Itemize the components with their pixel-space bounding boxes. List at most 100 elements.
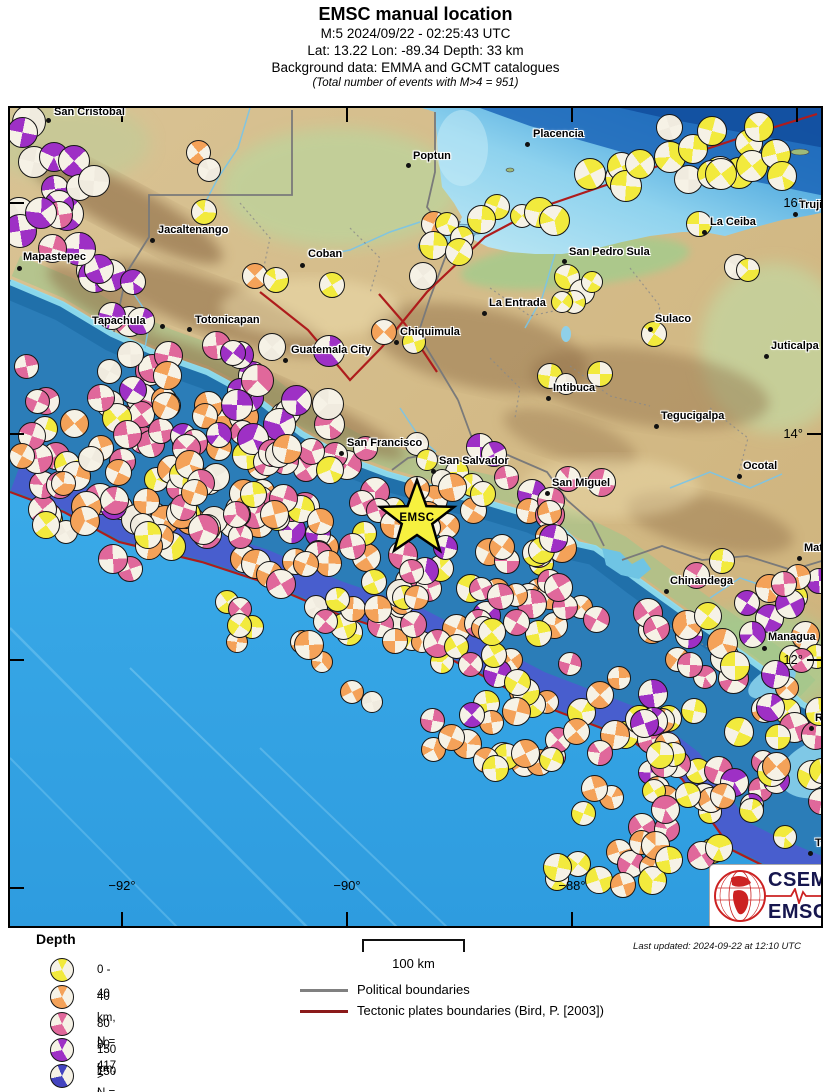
focal-mechanism-ball <box>227 613 253 639</box>
focal-mechanism-ball <box>147 417 174 444</box>
city-label: San Salvador <box>439 455 509 467</box>
city-label: Tar <box>815 837 821 849</box>
city-label: Coban <box>308 248 343 260</box>
focal-mechanism-ball <box>259 499 289 529</box>
focal-mechanism-ball <box>400 611 428 639</box>
focal-mechanism-ball <box>402 330 426 354</box>
focal-mechanism-ball <box>563 717 591 745</box>
focal-mechanism-ball <box>573 158 606 190</box>
focal-mechanism-ball <box>736 258 760 282</box>
city-label: San Cristobal <box>54 106 125 118</box>
city-label: Riv <box>815 712 823 724</box>
city-label: Tegucigalpa <box>661 410 725 422</box>
city-dot <box>654 424 659 429</box>
focal-mechanism-ball <box>494 464 520 490</box>
focal-mechanism-ball <box>119 376 148 405</box>
focal-mechanism-ball <box>682 561 710 589</box>
focal-mechanism-ball <box>557 651 582 676</box>
political-boundary-swatch <box>300 989 348 992</box>
city-dot <box>283 358 288 363</box>
legend-depth-label: 150 - 300 km, N = 49 <box>97 1044 117 1080</box>
focal-mechanism-ball <box>181 478 209 506</box>
focal-mechanism-ball <box>502 608 530 636</box>
logo-text-emsc: EMSC <box>768 901 823 923</box>
city-label: San Pedro Sula <box>569 246 650 258</box>
city-dot <box>406 163 411 168</box>
city-dot <box>187 327 192 332</box>
focal-mechanism-ball <box>709 548 735 574</box>
focal-mechanism-ball <box>686 211 712 237</box>
focal-mechanism-ball <box>675 782 701 809</box>
focal-mechanism-ball <box>542 853 572 882</box>
city-dot <box>737 474 742 479</box>
focal-mechanism-ball <box>83 253 114 284</box>
focal-mechanism-ball <box>263 267 289 293</box>
focal-mechanism-ball <box>641 321 667 347</box>
focal-mechanism-ball <box>363 594 392 623</box>
emsc-logo: CSEM EMSC <box>709 864 823 926</box>
city-label: Chiquimula <box>400 326 460 338</box>
focal-mechanism-ball <box>293 551 320 578</box>
focal-mechanism-ball <box>69 505 100 536</box>
scale-bar-label: 100 km <box>392 956 435 971</box>
focal-mechanism-ball <box>10 442 35 469</box>
focal-mechanism-ball <box>116 341 144 369</box>
legend-depth-label: > 300 km, N = 0 <box>97 1070 104 1082</box>
focal-mechanism-ball <box>773 825 798 849</box>
focal-mechanism-ball <box>188 513 219 545</box>
city-dot <box>664 589 669 594</box>
city-label: Mapastepec <box>23 251 86 263</box>
focal-mechanism-ball <box>538 204 570 236</box>
focal-mechanism-ball <box>151 392 180 421</box>
legend-depth-label: 40 - 80 km, N = 361 <box>97 991 116 1092</box>
focal-mechanism-ball <box>458 702 485 729</box>
focal-mechanism-ball <box>438 723 466 751</box>
focal-mechanism-ball <box>585 866 614 895</box>
focal-mechanism-ball <box>50 471 76 497</box>
focal-mechanism-ball <box>316 455 345 484</box>
focal-mechanism-ball <box>408 262 437 291</box>
focal-mechanism-ball <box>113 420 143 450</box>
focal-mechanism-ball <box>761 752 791 782</box>
focal-mechanism-ball <box>59 408 89 438</box>
focal-mechanism-ball <box>680 698 707 725</box>
city-label: Managua <box>768 631 816 643</box>
focal-mechanism-ball <box>371 319 397 345</box>
focal-mechanism-ball <box>738 798 764 824</box>
focal-mechanism-ball <box>13 354 39 379</box>
focal-mechanism-ball <box>312 608 338 634</box>
focal-mechanism-ball <box>99 485 129 515</box>
city-dot <box>394 340 399 345</box>
focal-mechanism-ball <box>625 148 656 179</box>
focal-mechanism-ball <box>544 573 574 603</box>
focal-mechanism-ball <box>555 373 577 395</box>
city-label: San Miguel <box>552 477 611 489</box>
focal-mechanism-ball <box>38 233 68 263</box>
city-dot <box>160 324 165 329</box>
city-label: Guatemala City <box>291 344 372 356</box>
focal-mechanism-ball <box>734 590 760 617</box>
focal-mechanism-ball <box>338 533 366 561</box>
city-dot <box>431 469 436 474</box>
focal-mechanism-ball <box>539 523 568 553</box>
focal-mechanism-ball <box>418 230 448 260</box>
focal-mechanism-ball <box>466 205 496 235</box>
focal-mechanism-ball <box>677 652 703 679</box>
focal-mechanism-ball <box>697 116 728 147</box>
city-label: Intibuca <box>553 382 596 394</box>
focal-mechanism-ball <box>478 617 507 646</box>
city-label: Jacaltenango <box>158 224 229 236</box>
focal-mechanism-ball <box>629 708 659 738</box>
city-dot <box>46 118 51 123</box>
focal-mechanism-ball <box>488 534 515 560</box>
focal-mechanism-ball <box>643 615 671 643</box>
focal-mechanism-ball <box>313 334 346 367</box>
focal-mechanism-ball <box>693 602 722 631</box>
focal-mechanism-ball <box>767 161 798 192</box>
city-labels-layer: San Cristobal Placencia Poptun Jacaltenango… <box>10 106 823 926</box>
focal-mechanism-ball <box>405 432 429 456</box>
city-label: Sulaco <box>655 313 692 325</box>
header: EMSC manual location M:5 2024/09/22 - 02… <box>0 4 831 91</box>
focal-mechanism-ball <box>554 466 581 492</box>
